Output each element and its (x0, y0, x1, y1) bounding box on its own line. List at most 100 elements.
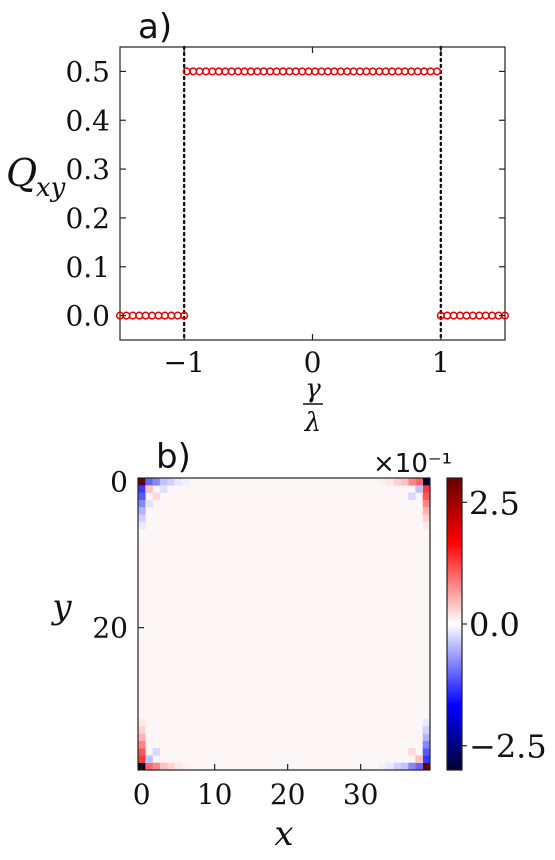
vertical-reference-lines (182, 45, 443, 342)
heatmap-cell (174, 478, 183, 486)
heatmap-cell (138, 507, 146, 515)
data-point (173, 311, 182, 320)
heatmap-cell (145, 755, 153, 763)
data-point (189, 67, 198, 76)
heatmap-cell (400, 478, 409, 486)
heatmap-cell (422, 733, 431, 742)
data-point (375, 67, 384, 76)
svg-text:Q: Q (6, 151, 37, 195)
heatmap-cell (138, 499, 146, 508)
colorbar-tick-label: 0.0 (469, 606, 520, 644)
heatmap-cell (152, 492, 161, 501)
heatmap-cell (422, 718, 431, 727)
panel-b: b) 0 10 20 30 0 20 x y 2.5 0.0 −2.5 ×10⁻¹ (50, 437, 546, 854)
data-point (420, 67, 429, 76)
heatmap-cell (138, 521, 146, 530)
colorbar-tick-label: −2.5 (469, 728, 547, 766)
panel-a: a) −1 0 1 0.0 0.1 0.2 0.3 0.4 0.5 Q xy γ λ (6, 7, 510, 438)
heatmap-cell (408, 478, 416, 486)
data-point (214, 67, 223, 76)
data-point (449, 311, 458, 320)
heatmap-x-axis-label: x (274, 814, 293, 854)
data-point (336, 67, 345, 76)
heatmap-cell (415, 478, 423, 486)
colorbar-ticks: 2.5 0.0 −2.5 (462, 484, 547, 766)
data-point (253, 67, 262, 76)
heatmap-cell (159, 762, 168, 771)
heatmap-cell (422, 748, 431, 756)
data-point (160, 311, 169, 320)
x-axis-ticks: −1 0 1 (164, 47, 450, 379)
heatmap-cell (138, 492, 146, 501)
x-tick-label: 0 (304, 346, 322, 379)
heatmap-cell (408, 748, 416, 756)
data-point (443, 311, 452, 320)
heatmap-cell (422, 726, 431, 734)
heatmap-cell (422, 762, 431, 771)
data-point (259, 67, 268, 76)
heatmap-cell (386, 478, 394, 486)
heatmap-cell (400, 762, 409, 771)
heatmap-cell (174, 762, 183, 771)
heatmap-x-ticks: 0 10 20 30 (133, 764, 379, 811)
y-tick-label: 0.1 (65, 251, 110, 284)
x-tick-label: 30 (343, 778, 379, 811)
x-tick-label: 10 (197, 778, 233, 811)
data-point (291, 67, 300, 76)
data-point (240, 67, 249, 76)
heatmap-cell (138, 485, 146, 493)
heatmap-y-axis-label: y (50, 587, 72, 627)
data-point (368, 67, 377, 76)
panel-b-label: b) (156, 437, 191, 477)
x-tick-label: 0 (133, 778, 151, 811)
heatmap-cell (422, 514, 431, 523)
data-point (381, 67, 390, 76)
y-axis-label: Q xy (6, 151, 66, 203)
data-point (208, 67, 217, 76)
heatmap-y-ticks: 0 20 (92, 466, 144, 645)
data-point (278, 67, 288, 76)
data-point (355, 67, 365, 76)
data-point (362, 67, 371, 76)
heatmap-cell (422, 499, 431, 508)
y-tick-label: 0.2 (65, 202, 110, 235)
data-point (221, 67, 230, 76)
heatmap-cell (159, 485, 168, 493)
data-point (246, 67, 255, 76)
data-point (426, 67, 435, 76)
heatmap-cell (138, 718, 146, 727)
data-point (304, 67, 313, 76)
data-point (330, 67, 339, 76)
data-point (135, 311, 144, 320)
heatmap-cell (138, 733, 146, 742)
panel-a-label: a) (138, 7, 172, 47)
colorbar (446, 477, 463, 771)
heatmap-cell (378, 762, 387, 771)
data-point (394, 67, 403, 76)
y-tick-label: 0.0 (65, 300, 110, 333)
data-point (167, 311, 176, 320)
heatmap-cell (422, 485, 431, 493)
heatmap-cell (138, 726, 146, 734)
svg-text:xy: xy (36, 173, 66, 203)
data-point (154, 311, 163, 320)
colorbar-tick-label: 2.5 (469, 484, 520, 522)
data-point (141, 311, 150, 320)
heatmap-cell (408, 492, 416, 501)
data-point (343, 67, 352, 76)
data-point (272, 67, 281, 76)
x-tick-label: 20 (270, 778, 306, 811)
heatmap-cell (415, 762, 423, 771)
svg-text:λ: λ (304, 408, 321, 438)
data-point (468, 311, 477, 320)
heatmap-cell (167, 762, 175, 771)
data-point (180, 311, 189, 320)
x-axis-label: γ λ (303, 374, 323, 438)
heatmap-cell (422, 755, 431, 763)
data-point (388, 67, 397, 76)
y-tick-label: 0.3 (65, 153, 110, 186)
heatmap-cell (181, 478, 190, 486)
panel-a-axes-frame (119, 46, 506, 341)
data-point (488, 311, 497, 320)
data-point (432, 67, 442, 76)
